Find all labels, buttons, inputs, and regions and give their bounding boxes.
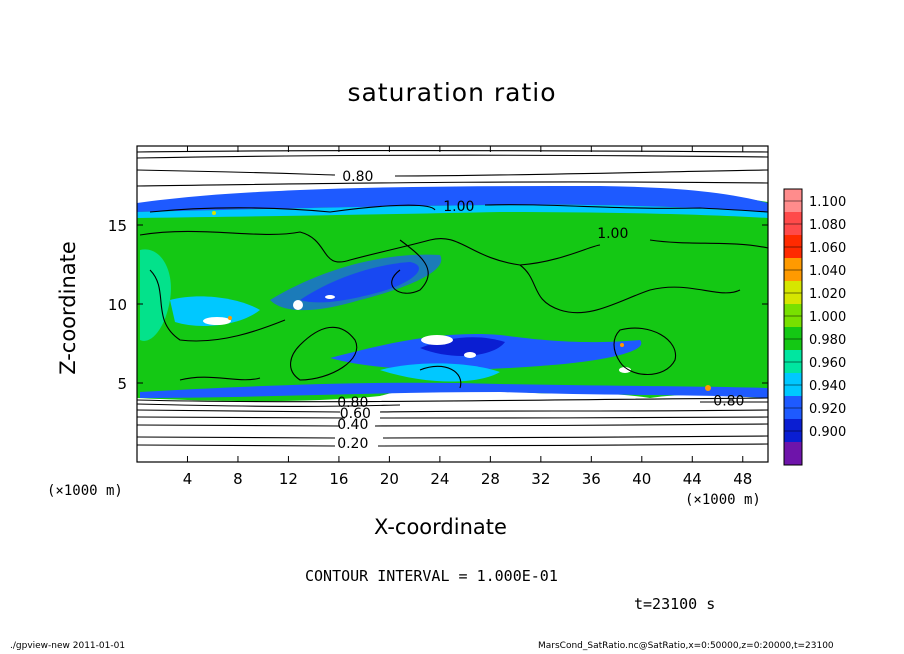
- contour-label: 1.00: [443, 199, 474, 215]
- time-label: t=23100 s: [634, 595, 716, 613]
- x-tick-label: 44: [683, 470, 702, 488]
- x-tick-label: 8: [233, 470, 243, 488]
- field-warm-dot: [620, 343, 624, 347]
- y-tick-label: 15: [108, 217, 127, 235]
- colorbar-tick-label: 1.100: [809, 195, 846, 210]
- x-axis-unit-right: (×1000 m): [685, 492, 761, 508]
- colorbar-tick-label: 1.020: [809, 287, 846, 302]
- footer-left-text: ./gpview-new 2011-01-01: [10, 641, 126, 651]
- field-warm-dot: [705, 385, 711, 391]
- colorbar-tick-label: 0.960: [809, 356, 846, 371]
- chart-title: saturation ratio: [347, 78, 557, 107]
- contour-label-group: 0.801.001.000.800.600.400.200.80: [337, 169, 744, 452]
- field-top-blue-band: [137, 186, 768, 212]
- x-tick-label: 28: [481, 470, 500, 488]
- x-tick-label: 32: [531, 470, 550, 488]
- colorbar-tick-label: 0.920: [809, 402, 846, 417]
- contour-line: [137, 423, 768, 427]
- x-tick-label: 36: [582, 470, 601, 488]
- contour-label: 0.20: [337, 436, 368, 452]
- field-top-cyan-band: [137, 204, 768, 218]
- colorbar-tick-label: 0.900: [809, 425, 846, 440]
- contour-line: [137, 401, 768, 407]
- colorbar-tick-label: 1.000: [809, 310, 846, 325]
- contour-line: [137, 409, 768, 413]
- contour-lines: [137, 149, 768, 447]
- x-axis-unit-left: (×1000 m): [47, 483, 123, 499]
- colorbar-tick-label: 1.040: [809, 264, 846, 279]
- contour-line: [137, 181, 768, 187]
- x-tick-label: 12: [279, 470, 298, 488]
- x-tick-label: 48: [733, 470, 752, 488]
- x-tick-label: 20: [380, 470, 399, 488]
- contour-line: [139, 230, 768, 266]
- contour-line: [137, 169, 768, 177]
- field-white-hole: [293, 300, 303, 310]
- contour-line: [179, 365, 462, 389]
- y-tick-label: 5: [117, 375, 127, 393]
- field-left-blue-patch: [170, 296, 260, 326]
- x-axis-label: X-coordinate: [374, 515, 507, 539]
- contour-label: 0.80: [337, 395, 368, 411]
- field-lower-blue-fringe: [140, 382, 768, 398]
- field-white-hole: [421, 335, 453, 345]
- contour-line: [391, 239, 429, 294]
- field-warm-dot: [212, 211, 216, 215]
- x-axis: 4 8 12 16 20 24 28 32 36 40 44 48: [183, 146, 752, 488]
- colorbar-frame: [783, 188, 803, 466]
- field-lower-blue-patch: [380, 363, 500, 382]
- field-warm-dot: [228, 316, 232, 320]
- contour-interval-text: CONTOUR INTERVAL = 1.000E-01: [305, 567, 558, 585]
- colorbar-tick-label: 1.080: [809, 218, 846, 233]
- contour-line: [149, 269, 286, 342]
- contour-line: [137, 435, 768, 439]
- contour-line: [137, 443, 768, 447]
- colorbar-tick-label: 0.940: [809, 379, 846, 394]
- colorbar-tick-label: 1.060: [809, 241, 846, 256]
- contour-line: [137, 154, 768, 159]
- field-streak-upper-halo: [270, 254, 442, 311]
- colorbar: 1.100 1.080 1.060 1.040 1.020 1.000 0.980 0.960…: [783, 188, 846, 466]
- contour-label: 0.40: [337, 417, 368, 433]
- contour-label: 0.80: [713, 393, 744, 409]
- field-white-hole: [619, 367, 631, 373]
- contour-line: [137, 149, 768, 153]
- contour-line: [519, 264, 741, 314]
- y-tick-label: 10: [108, 296, 127, 314]
- colorbar-swatch: [784, 442, 802, 466]
- x-tick-label: 4: [183, 470, 193, 488]
- field-white-hole: [325, 295, 335, 299]
- contour-line: [613, 327, 677, 375]
- field-white-hole: [203, 317, 231, 325]
- x-tick-label: 16: [329, 470, 348, 488]
- footer-right-text: MarsCond_SatRatio.nc@SatRatio,x=0:50000,…: [538, 641, 834, 651]
- contour-label: 0.80: [342, 169, 373, 185]
- contour-line: [137, 416, 768, 419]
- saturation-field: [137, 146, 768, 462]
- contour-label: 0.60: [340, 406, 371, 422]
- contour-line: [137, 397, 768, 403]
- contour-line: [290, 326, 358, 381]
- x-tick-label: 40: [632, 470, 651, 488]
- field-white-hole: [464, 352, 476, 358]
- y-axis: 5 10 15: [108, 217, 768, 393]
- contour-label: 1.00: [597, 226, 628, 242]
- x-tick-label: 24: [430, 470, 449, 488]
- contour-line: [149, 204, 768, 213]
- colorbar-tick-label: 0.980: [809, 333, 846, 348]
